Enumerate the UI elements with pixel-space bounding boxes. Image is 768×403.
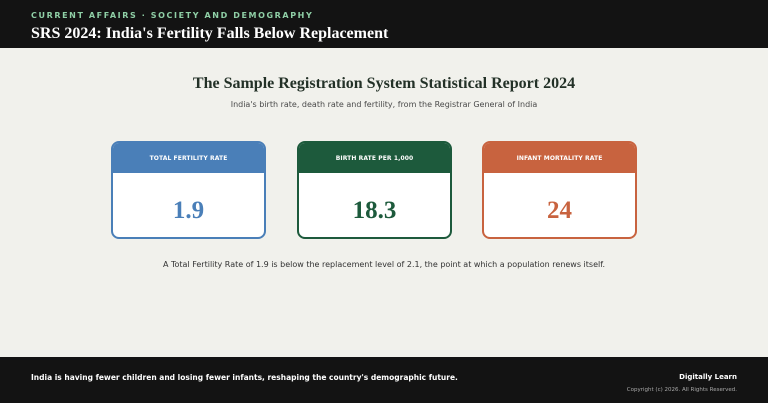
stat-card-value: 1.9 [172,197,205,224]
section-kicker: CURRENT AFFAIRS · SOCIETY AND DEMOGRAPHY [31,11,314,20]
footer-brand: Digitally Learn [679,373,737,381]
header-bar: CURRENT AFFAIRS · SOCIETY AND DEMOGRAPHY… [0,0,768,48]
stat-card-value: 24 [547,197,572,224]
stat-card-birth-rate: BIRTH RATE PER 1,000 18.3 [297,141,452,239]
stat-card-total-fertility-rate: TOTAL FERTILITY RATE 1.9 [111,141,266,239]
footer-copyright: Copyright (c) 2026. All Rights Reserved. [626,387,737,393]
stat-card-infant-mortality-rate: INFANT MORTALITY RATE 24 [482,141,637,239]
report-subtitle: India's birth rate, death rate and ferti… [230,100,538,109]
replacement-level-note: A Total Fertility Rate of 1.9 is below t… [162,260,606,269]
stat-card-label: BIRTH RATE PER 1,000 [299,143,450,173]
footer-tagline: India is having fewer children and losin… [31,373,458,382]
report-title: The Sample Registration System Statistic… [192,75,576,92]
stat-card-value: 18.3 [352,197,397,224]
stat-card-label: INFANT MORTALITY RATE [484,143,635,173]
footer-bar: India is having fewer children and losin… [0,357,768,403]
stat-card-label: TOTAL FERTILITY RATE [113,143,264,173]
page-headline: SRS 2024: India's Fertility Falls Below … [31,25,389,42]
